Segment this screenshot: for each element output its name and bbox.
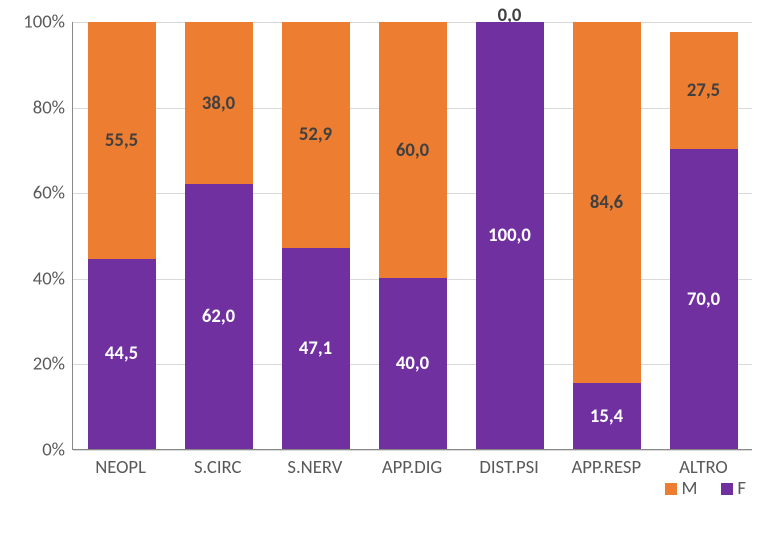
bar-segment-f: 100,0 [476, 22, 544, 449]
value-label-m: 38,0 [202, 92, 235, 115]
bar-segment-f: 70,0 [670, 149, 738, 449]
value-label-f: 70,0 [687, 288, 720, 311]
plot-area: 55,5 44,5 38,0 62,0 52,9 47,1 60,0 40,0 0,0100,0… [72, 22, 752, 450]
bar-segment-f: 40,0 [379, 278, 447, 449]
value-label-f: 44,5 [105, 342, 138, 365]
legend-label: M [681, 477, 697, 500]
value-label-f: 62,0 [202, 305, 235, 328]
bar-segment-m: 27,5 [670, 32, 738, 150]
y-tick-label: 20% [33, 353, 73, 376]
value-label-m: 60,0 [396, 139, 429, 162]
legend-label: F [737, 477, 746, 500]
y-tick-label: 80% [33, 96, 73, 119]
bar-segment-m: 55,5 [88, 22, 156, 259]
bar: 84,6 15,4 [573, 22, 641, 449]
gridline [73, 450, 752, 451]
y-tick-label: 100% [23, 11, 73, 34]
value-label-f: 40,0 [396, 352, 429, 375]
bar: 27,5 70,0 [670, 22, 738, 449]
legend-swatch [721, 483, 733, 495]
x-tick-label: S.NERV [266, 456, 363, 479]
legend: MF [659, 475, 752, 502]
bar-segment-f: 44,5 [88, 259, 156, 449]
bar-segment-m: 84,6 [573, 22, 641, 383]
bar: 55,5 44,5 [88, 22, 156, 449]
bar: 0,0100,0 [476, 22, 544, 449]
value-label-m: 84,6 [590, 191, 623, 214]
x-axis-labels: NEOPLS.CIRCS.NERVAPP.DIGDIST.PSIAPP.RESP… [72, 456, 752, 479]
bar-segment-m: 38,0 [185, 22, 253, 184]
bar-segment-m: 60,0 [379, 22, 447, 278]
legend-item: M [665, 477, 697, 500]
chart-container: 55,5 44,5 38,0 62,0 52,9 47,1 60,0 40,0 0,0100,0… [0, 0, 782, 536]
y-tick-label: 60% [33, 182, 73, 205]
legend-item: F [721, 477, 746, 500]
bar: 38,0 62,0 [185, 22, 253, 449]
x-tick-label: DIST.PSI [461, 456, 558, 479]
value-label-f: 100,0 [488, 224, 531, 247]
bars: 55,5 44,5 38,0 62,0 52,9 47,1 60,0 40,0 0,0100,0… [73, 22, 752, 449]
x-tick-label: S.CIRC [169, 456, 266, 479]
y-tick-label: 0% [42, 439, 73, 462]
value-label-m: 55,5 [105, 129, 138, 152]
bar: 60,0 40,0 [379, 22, 447, 449]
bar-segment-f: 15,4 [573, 383, 641, 449]
x-tick-label: APP.DIG [363, 456, 460, 479]
bar-segment-f: 62,0 [185, 184, 253, 449]
y-tick-label: 40% [33, 267, 73, 290]
value-label-m: 27,5 [687, 79, 720, 102]
bar-segment-f: 47,1 [282, 248, 350, 449]
x-tick-label: APP.RESP [558, 456, 655, 479]
value-label-m: 52,9 [299, 123, 332, 146]
value-label-f: 15,4 [590, 405, 623, 428]
bar: 52,9 47,1 [282, 22, 350, 449]
legend-swatch [665, 483, 677, 495]
bar-segment-m: 52,9 [282, 22, 350, 248]
value-label-f: 47,1 [299, 337, 332, 360]
x-tick-label: NEOPL [72, 456, 169, 479]
